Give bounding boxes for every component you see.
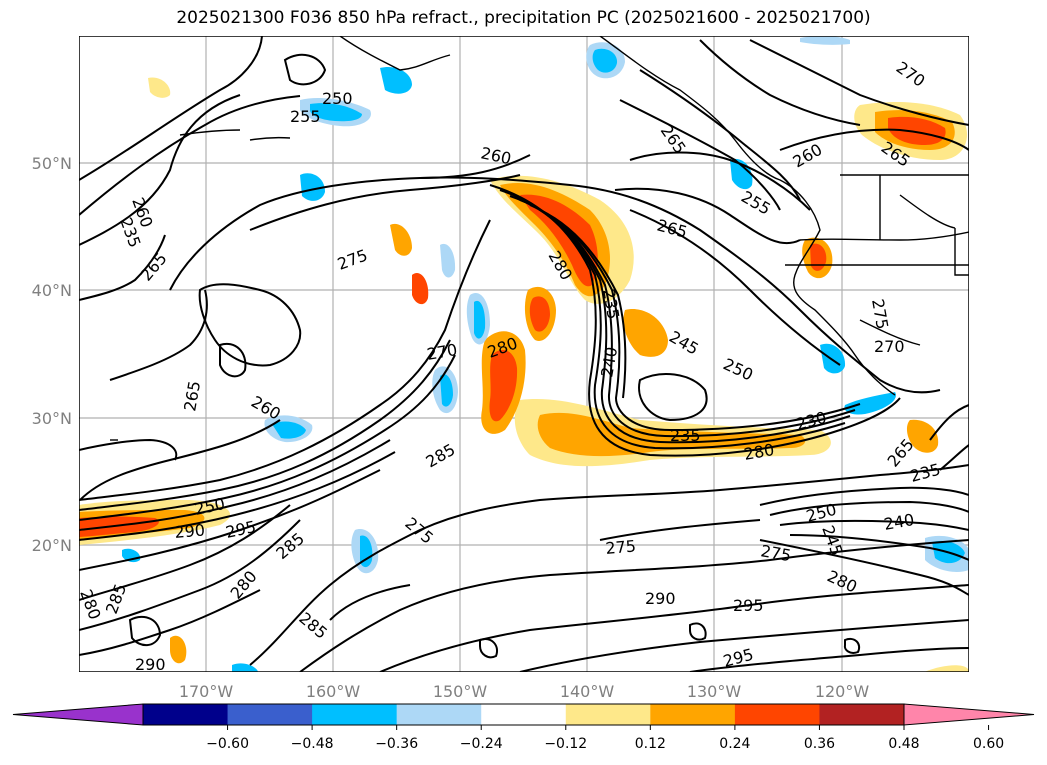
contour-label: 275	[605, 536, 637, 558]
contour-label: 250	[322, 89, 353, 108]
colorbar-tick-label: 0.60	[973, 736, 1004, 752]
coastlines	[110, 36, 969, 441]
lon-label: 140°W	[560, 682, 615, 701]
contour-label: 255	[290, 107, 321, 126]
map-plot-area: 255 250 260 235 260 265 275 265 265 260 …	[79, 36, 969, 674]
colorbar-segment	[481, 704, 567, 725]
colorbar-tick-label: 0.36	[804, 736, 835, 752]
colorbar-segment	[565, 704, 651, 725]
lat-label: 30°N	[32, 409, 72, 428]
colorbar-tick-label: 0.24	[719, 736, 750, 752]
colorbar-segment	[143, 704, 229, 725]
contour-label: 290	[645, 589, 676, 608]
colorbar-tick-label: −0.12	[544, 736, 587, 752]
contour-label: 290	[135, 655, 166, 674]
contour-label: 235	[670, 426, 701, 445]
lat-label: 20°N	[32, 536, 72, 555]
colorbar-segment	[227, 704, 313, 725]
colorbar-segment	[312, 704, 398, 725]
refractivity-contours	[79, 36, 969, 672]
lon-label: 170°W	[179, 682, 234, 701]
lon-label: 120°W	[815, 682, 870, 701]
lat-label: 40°N	[32, 281, 72, 300]
lon-label: 160°W	[306, 682, 361, 701]
colorbar-segment	[650, 704, 736, 725]
colorbar-frame	[142, 703, 905, 726]
map-title: 2025021300 F036 850 hPa refract., precip…	[176, 8, 871, 28]
contour-labels: 255 250 260 235 260 265 275 265 265 260 …	[79, 58, 943, 674]
contour-label: 290	[174, 520, 206, 542]
longitude-labels: 170°W 160°W 150°W 140°W 130°W 120°W	[179, 682, 870, 701]
colorbar-tick-label: 0.48	[888, 736, 919, 752]
colorbar-tick-label: −0.36	[375, 736, 418, 752]
colorbar-extension-low	[12, 703, 144, 726]
lon-label: 150°W	[433, 682, 488, 701]
colorbar-segment	[819, 704, 905, 725]
latitude-labels: 50°N 40°N 30°N 20°N	[32, 154, 72, 555]
colorbar-tick-label: −0.24	[460, 736, 503, 752]
colorbar-tick-label: −0.48	[291, 736, 334, 752]
colorbar-segment	[396, 704, 482, 725]
colorbar-extension-high	[903, 703, 1035, 726]
colorbar-ticks: −0.60 −0.48 −0.36 −0.24 −0.12 0.12 0.24 0.36 0.4…	[206, 725, 1004, 752]
colorbar-tick-label: −0.60	[206, 736, 249, 752]
precip-positive-fills	[79, 77, 969, 672]
contour-label: 295	[733, 596, 764, 615]
contour-label: 270	[874, 337, 905, 356]
lon-label: 130°W	[687, 682, 742, 701]
lat-label: 50°N	[32, 154, 72, 173]
precip-negative-fills	[122, 36, 969, 672]
colorbar	[12, 703, 1035, 726]
colorbar-tick-label: 0.12	[635, 736, 666, 752]
colorbar-segment	[734, 704, 820, 725]
